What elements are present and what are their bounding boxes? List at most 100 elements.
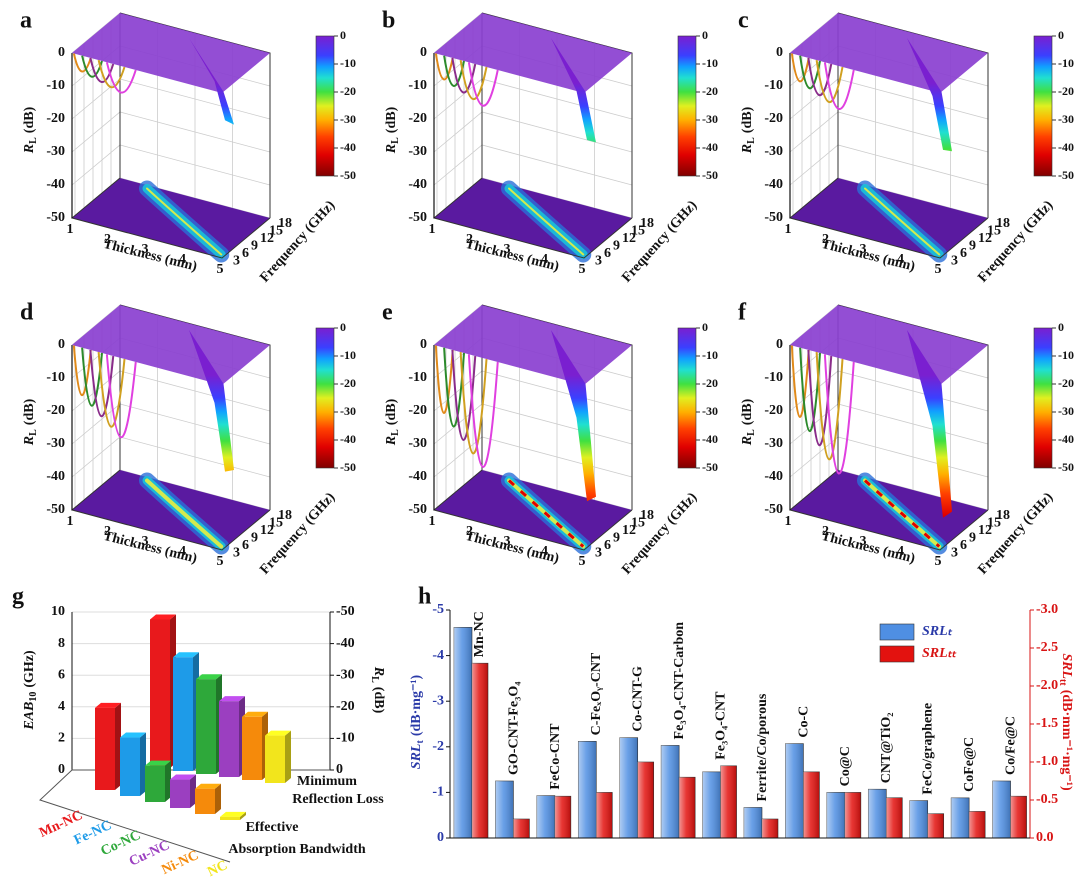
y-tick-label: 18 — [996, 508, 1010, 523]
label-symbol: R — [371, 666, 386, 676]
z-tick-label: -30 — [408, 436, 427, 451]
label-unit: (dB) — [22, 106, 37, 133]
axis-label: RL (dB) — [22, 106, 39, 154]
front-curve — [815, 59, 844, 104]
y-tick-label: 3 — [951, 546, 958, 561]
x-tick-label: 3 — [860, 534, 867, 549]
colorbar-tick-label: -50 — [340, 168, 356, 182]
bar — [265, 735, 285, 783]
bar-gloss — [619, 737, 638, 838]
y-tick-label: 9 — [613, 531, 620, 546]
series-label: Effective — [246, 820, 299, 835]
bar-gloss — [803, 771, 820, 838]
front-curve — [807, 57, 833, 97]
bar — [145, 765, 165, 802]
y2-tick-label: -30 — [336, 667, 355, 682]
bar — [219, 701, 239, 777]
front-curve — [823, 354, 855, 475]
colorbar-tick-label: 0 — [702, 320, 708, 334]
z-tick-label: -10 — [46, 78, 65, 93]
bar-top — [196, 674, 222, 680]
bar-gloss — [762, 819, 778, 838]
bar-top — [120, 732, 146, 738]
bar-top — [145, 760, 171, 766]
surface-valley — [551, 38, 596, 143]
bar-top — [242, 711, 268, 717]
category-label: Fe₃O₄-CNT — [714, 691, 729, 760]
panel-label: f — [738, 300, 747, 326]
panel-label: a — [20, 8, 32, 34]
bar-gloss — [495, 781, 514, 838]
bar-side — [240, 811, 246, 820]
front-curve — [434, 345, 454, 414]
y-tick-label: -1 — [432, 785, 444, 800]
bar-gloss — [785, 743, 804, 838]
bar-gloss — [536, 795, 555, 838]
bar-gloss — [886, 797, 903, 838]
panel-label: h — [418, 584, 431, 610]
floor-band — [507, 478, 586, 549]
bar-top — [265, 730, 291, 736]
colorbar-tick-label: -30 — [340, 112, 356, 126]
y2-tick-label: -3.0 — [1036, 602, 1058, 617]
x-tick-label: 2 — [104, 524, 111, 539]
y2-tick-label: -50 — [336, 604, 355, 619]
bar-gloss — [744, 807, 762, 838]
z-tick-label: -30 — [764, 436, 783, 451]
front-curve — [459, 59, 488, 101]
z-tick-label: -50 — [408, 502, 427, 517]
bar — [120, 737, 140, 796]
y2-tick-label: 0 — [336, 762, 343, 777]
label-unit: (dB) — [384, 398, 399, 425]
bar-gloss — [927, 813, 944, 838]
y-tick-label: 15 — [987, 516, 1001, 531]
label-symbol: R — [740, 436, 755, 446]
colorbar-tick-label: -20 — [702, 376, 718, 390]
bar-gloss — [596, 792, 613, 838]
legend-label: SRLₜ — [922, 624, 953, 639]
label-subscript: tt — [1057, 679, 1068, 686]
colorbar-tick-label: -10 — [702, 56, 718, 70]
label-symbol: SRL — [409, 744, 424, 770]
x-tick-label: 1 — [785, 222, 792, 237]
front-curve — [105, 62, 137, 94]
bar-gloss — [951, 797, 970, 838]
axis-label: RL (dB) — [384, 106, 401, 154]
bar-side — [285, 730, 291, 783]
label-symbol: SRL — [1059, 653, 1074, 679]
y-tick-label: 18 — [640, 508, 654, 523]
panel-label: c — [738, 8, 749, 34]
label-symbol: R — [22, 436, 37, 446]
front-curve — [815, 352, 844, 461]
label-subscript: L — [28, 137, 39, 144]
front-curve — [105, 354, 137, 439]
surface-sheet — [790, 13, 988, 93]
y-tick-label: 8 — [58, 636, 65, 651]
surface-valley — [907, 330, 952, 518]
floor-band — [145, 478, 224, 549]
bar-side — [140, 732, 146, 796]
y-tick-label: 12 — [260, 523, 274, 538]
colorbar-tick-label: -50 — [702, 168, 718, 182]
front-curve — [467, 62, 499, 107]
y-tick-label: 18 — [278, 508, 292, 523]
y2-tick-label: -2.0 — [1036, 678, 1058, 693]
bar — [242, 716, 262, 780]
label-unit: (dB·mm⁻¹·mg⁻¹) — [1059, 690, 1074, 791]
colorbar-tick-label: -20 — [702, 84, 718, 98]
colorbar-tick-label: -20 — [1058, 84, 1074, 98]
y2-tick-label: -40 — [336, 636, 355, 651]
z-tick-label: -20 — [408, 403, 427, 418]
z-tick-label: -20 — [46, 111, 65, 126]
z-tick-label: -40 — [408, 469, 427, 484]
z-tick-label: -10 — [408, 370, 427, 385]
bar-gloss — [679, 777, 696, 838]
surface-sheet — [790, 305, 988, 385]
colorbar — [1033, 35, 1053, 177]
x-tick-label: 4 — [541, 544, 548, 559]
category-label: C-FeₓOᵧ-CNT — [589, 652, 604, 735]
category-label: Co-C — [796, 706, 811, 738]
